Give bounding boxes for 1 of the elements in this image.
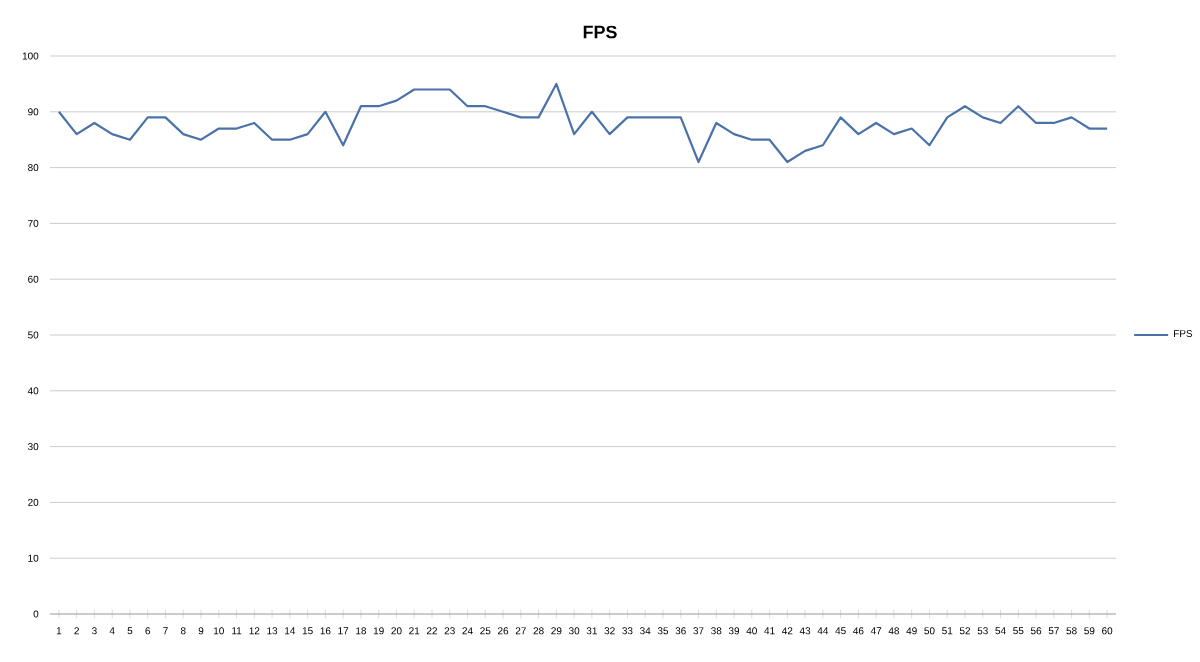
chart-title: FPS bbox=[583, 25, 617, 39]
